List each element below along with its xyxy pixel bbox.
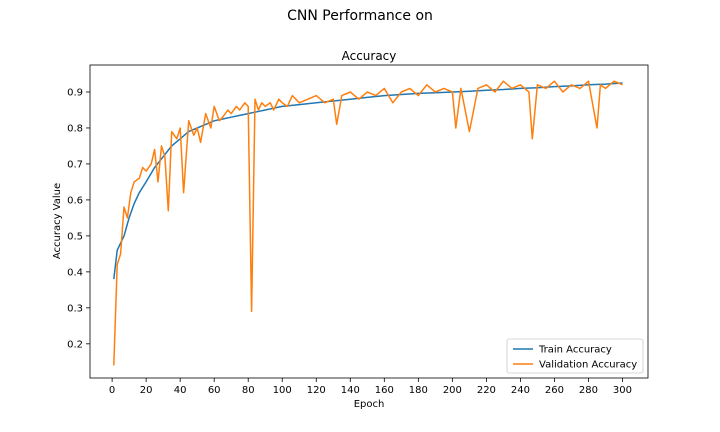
x-tick-label-7: 140 [341,385,360,396]
x-tick-label-2: 40 [174,385,187,396]
legend-label-0: Train Accuracy [538,345,612,356]
x-tick-label-3: 60 [208,385,221,396]
y-tick-label-7: 0.9 [67,87,83,98]
x-tick-label-15: 300 [613,385,632,396]
series-line-0 [113,82,623,280]
chart-title: Accuracy [342,49,397,63]
x-tick-label-4: 80 [242,385,255,396]
series-layer [113,80,623,366]
y-tick-label-5: 0.7 [67,159,83,170]
x-tick-label-10: 200 [443,385,462,396]
x-tick-label-8: 160 [375,385,394,396]
x-tick-label-11: 220 [477,385,496,396]
x-tick-label-6: 120 [307,385,326,396]
y-tick-label-2: 0.4 [67,267,83,278]
x-tick-label-1: 20 [140,385,153,396]
figure-suptitle: CNN Performance on [287,8,433,24]
x-tick-label-13: 260 [545,385,564,396]
series-line-1 [113,80,623,366]
y-tick-label-6: 0.8 [67,123,83,134]
x-tick-label-9: 180 [409,385,428,396]
x-tick-label-14: 280 [579,385,598,396]
y-tick-label-1: 0.3 [67,303,83,314]
legend: Train Accuracy Validation Accuracy [506,338,644,374]
x-tick-label-0: 0 [109,385,115,396]
y-tick-label-4: 0.6 [67,195,83,206]
x-tick-label-5: 100 [273,385,292,396]
y-tick-label-3: 0.5 [67,231,83,242]
plot-frame [89,64,649,379]
legend-label-1: Validation Accuracy [539,360,637,371]
y-tick-label-0: 0.2 [67,339,83,350]
x-axis-label: Epoch [354,399,385,410]
y-axis-label: Accuracy Value [52,183,63,259]
legend-box [506,338,644,374]
axis-ticks: 0 20 40 60 80 100 120 140 160 180 200 220 240 260 280 3… [67,87,632,396]
x-tick-label-12: 240 [511,385,530,396]
